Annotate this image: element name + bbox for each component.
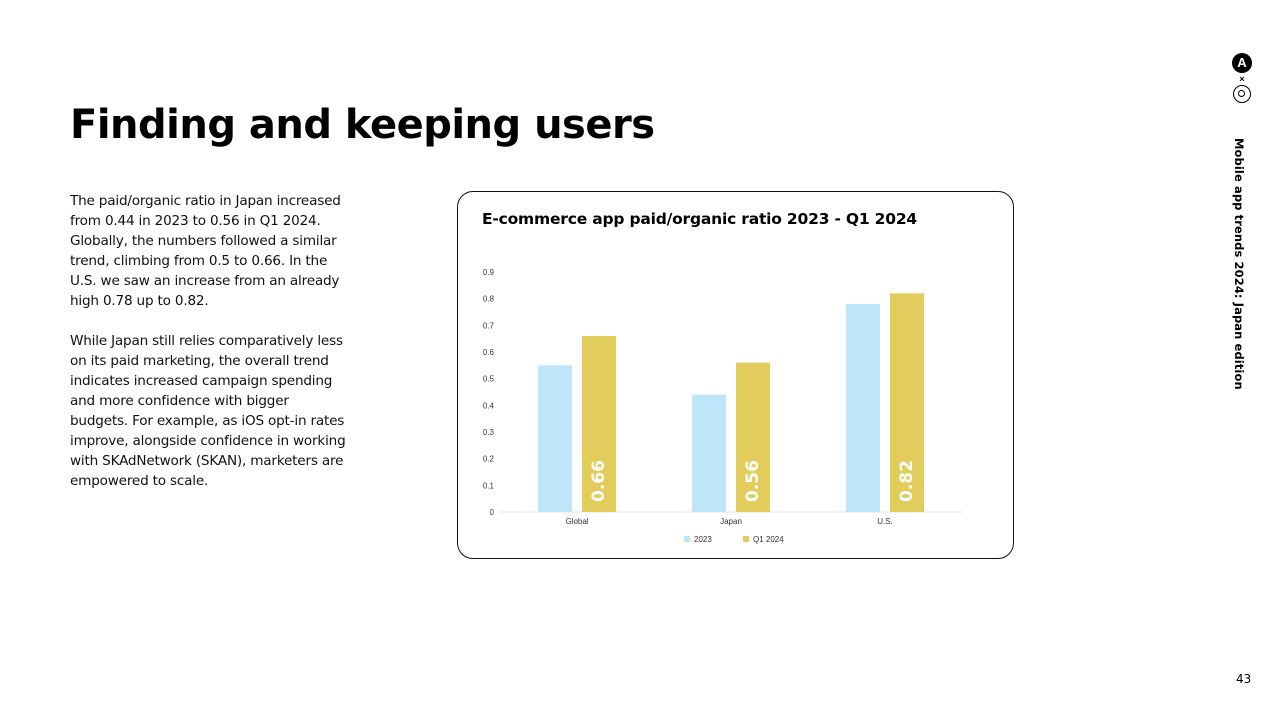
bar-value-label: 0.66 — [589, 460, 609, 502]
y-tick-label: 0.9 — [483, 268, 495, 277]
legend-swatch — [743, 536, 749, 542]
bar-value-label: 0.82 — [897, 460, 917, 502]
legend-label: 2023 — [694, 535, 712, 544]
bar-2023 — [538, 365, 572, 512]
y-tick-label: 0.7 — [483, 321, 495, 330]
body-text: The paid/organic ratio in Japan increase… — [70, 191, 350, 511]
y-tick-label: 0.1 — [483, 481, 495, 490]
bar-2023 — [846, 304, 880, 512]
y-tick-label: 0.4 — [483, 401, 495, 410]
bar-q1-2024 — [582, 336, 616, 512]
y-tick-label: 0.3 — [483, 428, 495, 437]
brand-logos: A × — [1228, 53, 1256, 103]
partner-logo-icon — [1233, 85, 1251, 103]
page-number: 43 — [1236, 672, 1252, 686]
body-paragraph: While Japan still relies comparatively l… — [70, 333, 346, 489]
y-tick-label: 0.6 — [483, 348, 495, 357]
adjust-logo-icon: A — [1232, 53, 1252, 73]
bar-q1-2024 — [890, 293, 924, 512]
x-tick-label: U.S. — [877, 517, 893, 526]
x-tick-label: Global — [565, 517, 588, 526]
y-tick-label: 0.5 — [483, 375, 495, 384]
bar-q1-2024 — [736, 362, 770, 512]
slide-title: Finding and keeping users — [70, 102, 655, 148]
chart-card: E-commerce app paid/organic ratio 2023 -… — [457, 191, 1014, 559]
bar-value-label: 0.56 — [743, 460, 763, 502]
y-tick-label: 0 — [490, 508, 495, 517]
chart-title: E-commerce app paid/organic ratio 2023 -… — [482, 210, 917, 228]
legend-swatch — [684, 536, 690, 542]
legend-label: Q1 2024 — [753, 535, 784, 544]
bar-chart: 0 0.1 0.2 0.3 0.4 0.5 0.6 0.7 0.8 0.9 0.66 Global 0.… — [483, 268, 963, 544]
logo-separator: × — [1239, 74, 1245, 84]
body-paragraph: The paid/organic ratio in Japan increase… — [70, 193, 341, 309]
y-tick-label: 0.2 — [483, 455, 495, 464]
y-tick-label: 0.8 — [483, 295, 495, 304]
report-title: Mobile app trends 2024: Japan edition — [1232, 138, 1246, 390]
x-tick-label: Japan — [720, 517, 742, 526]
bar-2023 — [692, 394, 726, 512]
